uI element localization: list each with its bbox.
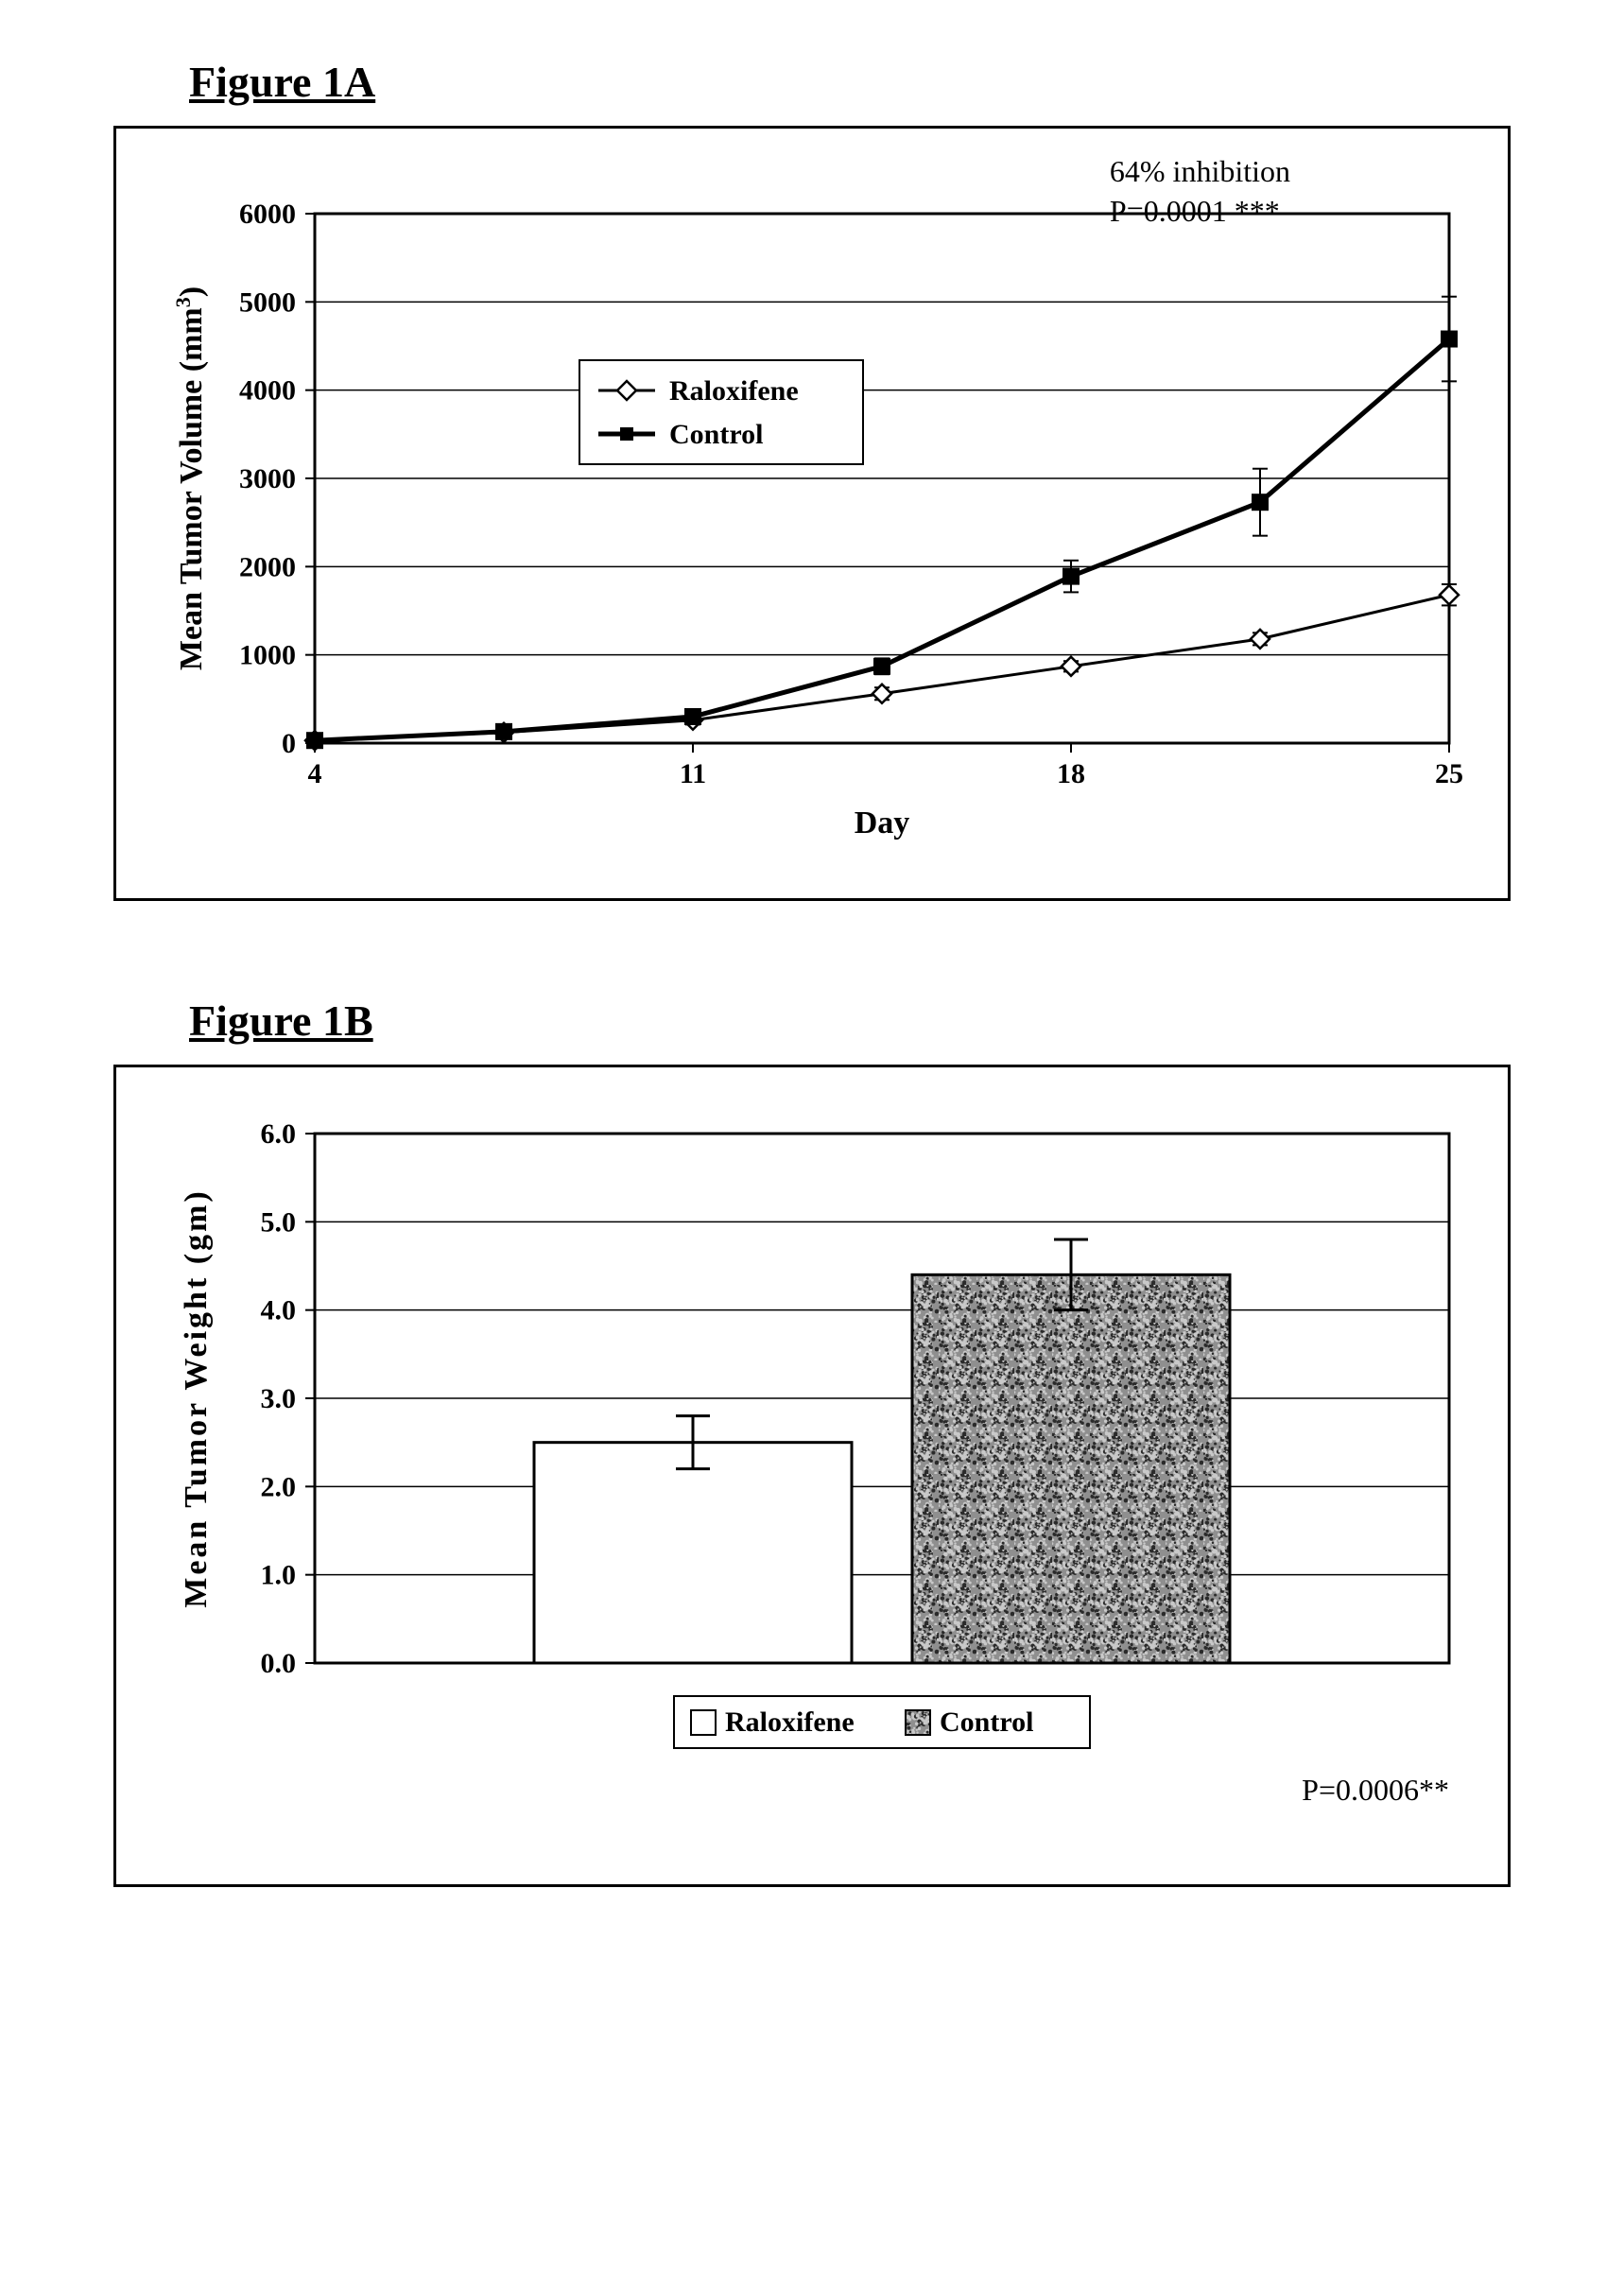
svg-text:6.0: 6.0: [261, 1118, 297, 1150]
svg-text:Raloxifene: Raloxifene: [725, 1707, 855, 1738]
svg-text:25: 25: [1435, 758, 1463, 789]
svg-text:Mean Tumor Volume (mm3): Mean Tumor Volume (mm3): [171, 286, 210, 670]
svg-text:2.0: 2.0: [261, 1471, 297, 1502]
figure-a-annotation: 64% inhibition P=0.0001 ***: [1110, 152, 1290, 231]
svg-text:Mean Tumor Weight (gm): Mean Tumor Weight (gm): [179, 1188, 214, 1608]
svg-text:11: 11: [680, 758, 706, 789]
svg-text:3.0: 3.0: [261, 1383, 297, 1414]
svg-text:0: 0: [282, 728, 296, 759]
svg-text:5000: 5000: [239, 286, 296, 318]
figure-b-panel: 0.0 1.0 2.0 3.0 4.0 5.0 6.0 Mean Tumor Weight (…: [113, 1065, 1511, 1887]
svg-text:1000: 1000: [239, 640, 296, 671]
svg-text:4: 4: [308, 758, 322, 789]
figure-a-chart: 0 1000 2000 3000 4000 5000 6000 4 11 18 25 Day Mean …: [145, 157, 1525, 875]
figure-a-panel: 64% inhibition P=0.0001 *** 0 1000 2000 300…: [113, 126, 1511, 901]
svg-text:Control: Control: [669, 419, 763, 450]
figure-b-title: Figure 1B: [189, 996, 1586, 1046]
svg-text:4.0: 4.0: [261, 1295, 297, 1326]
svg-text:3000: 3000: [239, 463, 296, 494]
svg-text:2000: 2000: [239, 551, 296, 582]
svg-text:5.0: 5.0: [261, 1206, 297, 1238]
svg-text:1.0: 1.0: [261, 1560, 297, 1591]
svg-text:0.0: 0.0: [261, 1648, 297, 1679]
annotation-pvalue: P=0.0001 ***: [1110, 192, 1290, 232]
svg-text:Raloxifene: Raloxifene: [669, 375, 799, 407]
figure-b-chart: 0.0 1.0 2.0 3.0 4.0 5.0 6.0 Mean Tumor Weight (…: [145, 1096, 1525, 1852]
svg-text:Day: Day: [855, 806, 910, 840]
svg-text:18: 18: [1057, 758, 1085, 789]
svg-text:P=0.0006**: P=0.0006**: [1302, 1773, 1449, 1807]
annotation-inhibition: 64% inhibition: [1110, 152, 1290, 192]
svg-text:Control: Control: [940, 1707, 1033, 1738]
svg-text:4000: 4000: [239, 375, 296, 407]
svg-text:6000: 6000: [239, 199, 296, 230]
figure-a-title: Figure 1A: [189, 57, 1586, 107]
